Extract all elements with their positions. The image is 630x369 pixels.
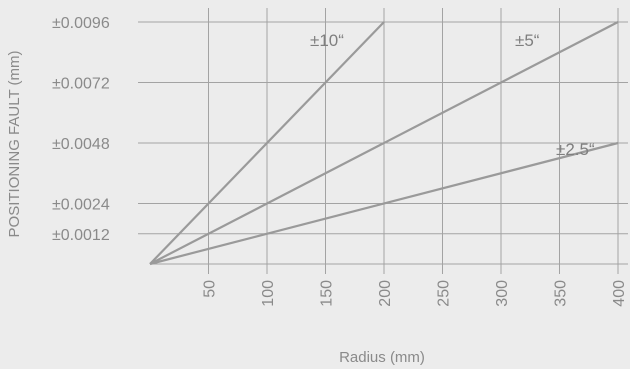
series-labels: ±10“ ±5“ ±2.5“: [310, 31, 595, 159]
x-tick-label: 250: [436, 280, 453, 307]
y-tick-label: ±0.0096: [52, 15, 110, 32]
series-lines: [149, 21, 619, 266]
x-tick-labels: 50 100 150 200 250 300 350 400: [202, 280, 629, 307]
x-tick-label: 50: [202, 280, 219, 298]
y-tick-label: ±0.0024: [52, 197, 110, 214]
series-line-0: [149, 21, 385, 265]
y-tick-label: ±0.0048: [52, 136, 110, 153]
x-tick-label: 400: [611, 280, 628, 307]
y-tick-labels: ±0.0012 ±0.0024 ±0.0048 ±0.0072 ±0.0096: [52, 15, 110, 244]
x-tick-label: 100: [260, 280, 277, 307]
series-label-1: ±5“: [515, 31, 540, 50]
series-label-2: ±2.5“: [556, 140, 595, 159]
grid: [138, 8, 628, 274]
x-tick-label: 200: [377, 280, 394, 307]
y-axis-title: POSITIONING FAULT (mm): [6, 51, 23, 238]
y-tick-label: ±0.0072: [52, 76, 110, 93]
x-axis-title: Radius (mm): [339, 349, 425, 366]
x-tick-label: 300: [494, 280, 511, 307]
x-tick-label: 350: [553, 280, 570, 307]
series-label-0: ±10“: [310, 31, 344, 50]
y-tick-label: ±0.0012: [52, 227, 110, 244]
x-tick-label: 150: [319, 280, 336, 307]
series-line-1: [149, 21, 619, 265]
series-line-2: [149, 141, 619, 266]
